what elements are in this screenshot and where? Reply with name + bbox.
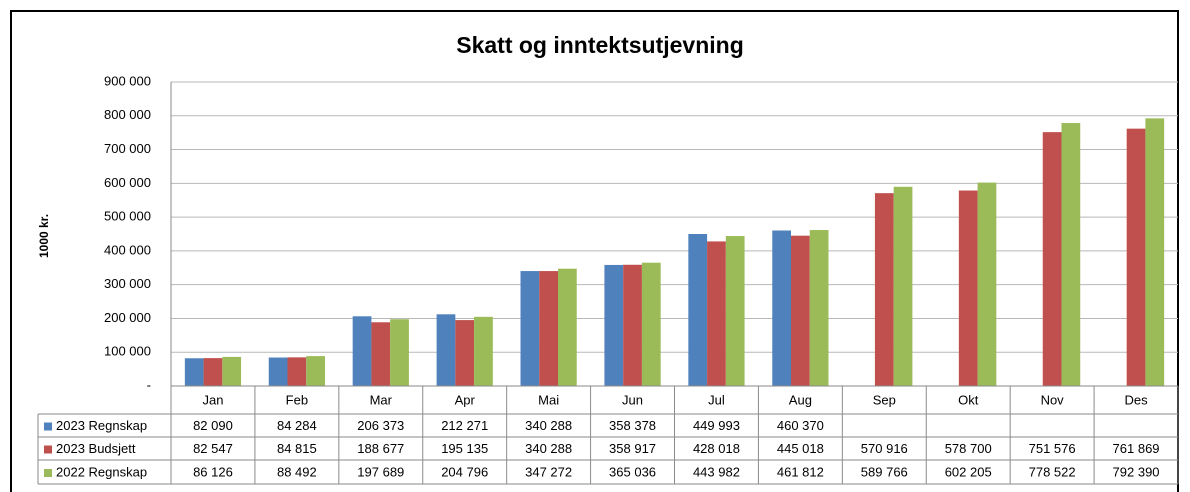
bar	[958, 190, 978, 386]
bar	[222, 356, 242, 386]
x-tick-label: Jan	[202, 392, 223, 407]
x-tick-label: Mai	[538, 392, 559, 407]
bar	[809, 230, 829, 386]
x-tick-label: Okt	[958, 392, 979, 407]
bar	[1061, 123, 1081, 387]
legend-swatch	[44, 445, 52, 454]
bar	[436, 314, 456, 386]
bar	[371, 322, 391, 386]
bar	[604, 264, 624, 386]
table-value: 84 815	[277, 441, 317, 456]
table-value: 460 370	[777, 418, 824, 433]
x-tick-label: Jul	[708, 392, 725, 407]
x-tick-label: Des	[1124, 392, 1148, 407]
table-value: 358 917	[609, 441, 656, 456]
y-tick-label: 700 000	[104, 141, 151, 156]
bar	[1126, 128, 1146, 386]
bar	[203, 358, 223, 386]
bar	[1042, 132, 1062, 386]
bar	[688, 234, 708, 386]
table-value: 578 700	[945, 441, 992, 456]
x-tick-label: Feb	[286, 392, 308, 407]
bar	[287, 357, 307, 386]
table-value: 751 576	[1029, 441, 1076, 456]
table-value: 212 271	[441, 418, 488, 433]
table-value: 461 812	[777, 464, 824, 479]
y-tick-label: 600 000	[104, 175, 151, 190]
legend-swatch	[44, 469, 52, 477]
table-value: 197 689	[357, 464, 404, 479]
y-tick-label: 100 000	[104, 344, 151, 359]
x-tick-label: Nov	[1041, 392, 1065, 407]
bar	[874, 193, 894, 386]
bar	[772, 230, 792, 386]
x-tick-label: Aug	[789, 392, 812, 407]
table-value: 195 135	[441, 441, 488, 456]
bar	[390, 319, 409, 386]
table-value: 570 916	[861, 441, 908, 456]
table-value: 445 018	[777, 441, 824, 456]
table-value: 82 090	[193, 418, 233, 433]
bar	[641, 262, 661, 386]
y-tick-label: 800 000	[104, 107, 151, 122]
bar	[352, 316, 372, 386]
bar	[520, 271, 540, 386]
bar	[707, 241, 726, 386]
bar	[977, 182, 997, 386]
table-value: 347 272	[525, 464, 572, 479]
y-tick-label: 400 000	[104, 242, 151, 257]
bar	[557, 268, 577, 386]
bar	[455, 320, 475, 386]
legend-label: 2023 Regnskap	[56, 418, 147, 433]
x-tick-label: Sep	[873, 392, 896, 407]
bar	[893, 186, 913, 386]
table-value: 358 378	[609, 418, 656, 433]
x-tick-label: Jun	[622, 392, 643, 407]
table-value: 589 766	[861, 464, 908, 479]
table-value: 449 993	[693, 418, 740, 433]
bar	[1145, 118, 1165, 386]
table-value: 340 288	[525, 441, 572, 456]
table-value: 428 018	[693, 441, 740, 456]
table-value: 340 288	[525, 418, 572, 433]
legend-label: 2023 Budsjett	[56, 441, 136, 456]
x-tick-label: Mar	[370, 392, 393, 407]
bar	[539, 271, 558, 386]
legend-label: 2022 Regnskap	[56, 464, 147, 479]
y-tick-label: -	[147, 377, 151, 392]
bar	[623, 264, 642, 386]
table-value: 792 390	[1113, 464, 1160, 479]
y-tick-label: 200 000	[104, 310, 151, 325]
table-value: 778 522	[1029, 464, 1076, 479]
y-tick-label: 300 000	[104, 276, 151, 291]
legend-swatch	[44, 422, 52, 431]
bar	[791, 235, 810, 386]
bar	[184, 358, 204, 386]
bar	[268, 357, 288, 386]
y-axis-label: 1000 kr.	[37, 214, 51, 258]
chart-title: Skatt og inntektsutjevning	[456, 32, 744, 58]
table-value: 188 677	[357, 441, 404, 456]
bar	[474, 316, 493, 386]
table-value: 88 492	[277, 464, 317, 479]
table-value: 86 126	[193, 464, 233, 479]
table-value: 602 205	[945, 464, 992, 479]
table-value: 206 373	[357, 418, 404, 433]
bar	[306, 356, 325, 386]
table-value: 443 982	[693, 464, 740, 479]
x-tick-label: Apr	[455, 392, 476, 407]
chart-frame	[10, 10, 1179, 492]
table-value: 761 869	[1113, 441, 1160, 456]
y-tick-label: 500 000	[104, 209, 151, 224]
table-value: 365 036	[609, 464, 656, 479]
table-value: 84 284	[277, 418, 317, 433]
table-value: 204 796	[441, 464, 488, 479]
bar	[725, 236, 745, 386]
y-tick-label: 900 000	[104, 73, 151, 88]
table-value: 82 547	[193, 441, 233, 456]
